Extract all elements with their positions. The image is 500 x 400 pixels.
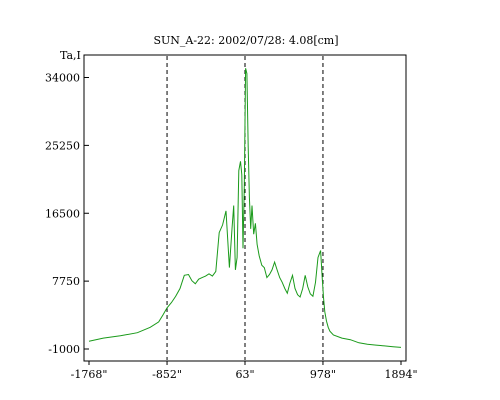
x-tick-label: -852" [152,368,182,381]
x-tick-label: -1768" [71,368,108,381]
y-tick-label: 25250 [45,139,80,152]
x-tick-label: 63" [235,368,254,381]
y-tick-label: 7750 [52,275,80,288]
x-tick-label: 1894" [384,368,417,381]
y-tick-label: 16500 [45,207,80,220]
y-tick-label: -1000 [48,343,80,356]
y-axis-label: Ta,I [60,49,81,62]
tick-layer: -1000 7750 16500 25250 34000 -1768" -852" 63" 97… [45,72,418,381]
x-tick-label: 978" [310,368,336,381]
y-tick-label: 34000 [45,72,80,85]
chart-title: SUN_A-22: 2002/07/28: 4.08[cm] [153,34,338,47]
series-line [88,68,402,348]
